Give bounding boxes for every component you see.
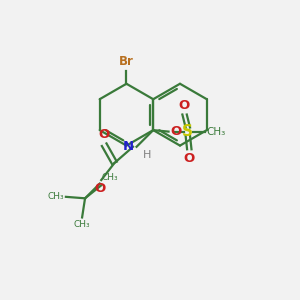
Text: CH₃: CH₃ [101, 173, 118, 182]
Text: H: H [143, 150, 152, 160]
Text: CH₃: CH₃ [207, 127, 226, 136]
Text: O: O [178, 99, 190, 112]
Text: O: O [184, 152, 195, 165]
Text: N: N [123, 140, 134, 153]
Text: O: O [94, 182, 105, 195]
Text: O: O [170, 125, 182, 138]
Text: O: O [98, 128, 110, 141]
Text: S: S [182, 124, 193, 139]
Text: CH₃: CH₃ [73, 220, 90, 229]
Text: CH₃: CH₃ [47, 192, 64, 201]
Text: Br: Br [119, 56, 134, 68]
